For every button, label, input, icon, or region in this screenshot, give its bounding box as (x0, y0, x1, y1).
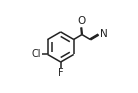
Text: O: O (77, 16, 85, 26)
Text: F: F (58, 68, 63, 78)
Text: N: N (100, 28, 108, 39)
Text: Cl: Cl (32, 49, 41, 60)
